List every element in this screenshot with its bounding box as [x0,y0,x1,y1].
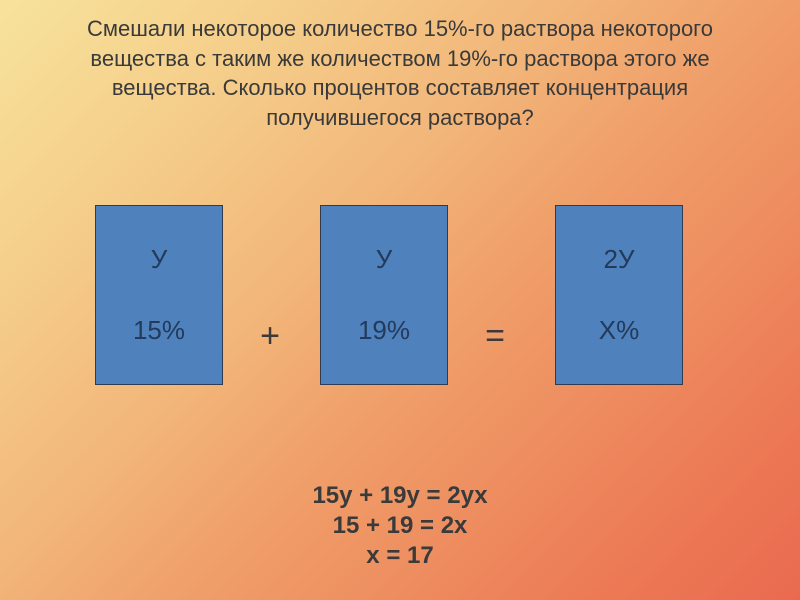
equation-line-1: 15у + 19у = 2ух [0,482,800,510]
slide: Смешали некоторое количество 15%-го раст… [0,0,800,600]
box-solution-2: У 19% [320,205,448,385]
diagram: У 15% + У 19% = 2У Х% [0,205,800,405]
plus-operator: + [245,317,295,356]
equation-line-3: х = 17 [0,542,800,570]
equals-operator: = [470,317,520,356]
equations: 15у + 19у = 2ух 15 + 19 = 2х х = 17 [0,480,800,572]
box-1-amount: У [151,244,168,275]
box-3-concentration: Х% [599,315,639,346]
box-3-amount: 2У [604,244,635,275]
box-1-concentration: 15% [133,315,185,346]
problem-text: Смешали некоторое количество 15%-го раст… [50,14,750,133]
box-result: 2У Х% [555,205,683,385]
box-2-amount: У [376,244,393,275]
equation-line-2: 15 + 19 = 2х [0,512,800,540]
box-solution-1: У 15% [95,205,223,385]
box-2-concentration: 19% [358,315,410,346]
